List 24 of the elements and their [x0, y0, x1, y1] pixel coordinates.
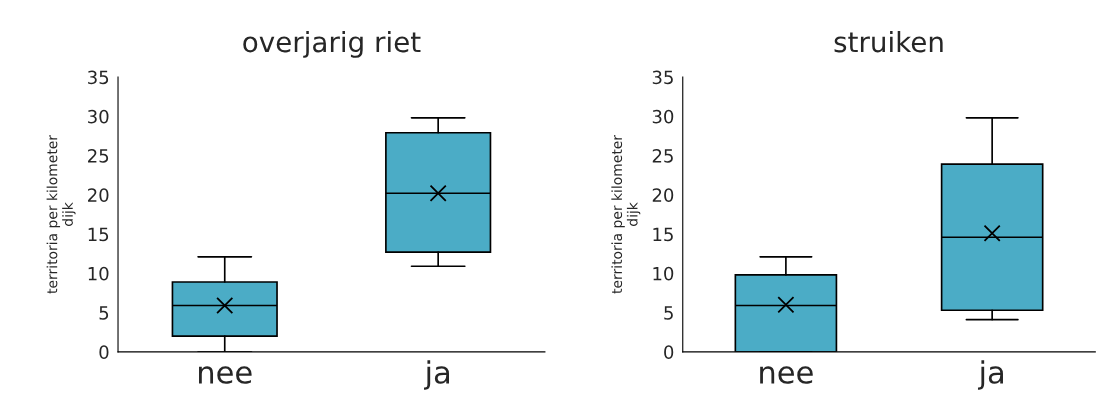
y-tick-label: 15 [653, 227, 673, 242]
y-tick-label: 35 [652, 70, 673, 85]
y-tick-label: 30 [652, 109, 674, 124]
y-tick-label: 25 [88, 149, 109, 163]
y-tick-label: 20 [652, 188, 674, 202]
x-tick-label: ja [977, 360, 1003, 390]
y-tick-label: 5 [99, 306, 109, 320]
y-tick-label: 10 [88, 266, 109, 281]
y-axis-title: territoria per kilometer dijk [46, 134, 76, 294]
x-tick-label: nee [760, 366, 813, 384]
y-tick-label: 5 [664, 306, 673, 320]
y-tick-label: 0 [664, 345, 674, 359]
x-tick-label: nee [199, 366, 252, 384]
y-tick-label: 20 [88, 188, 109, 202]
y-tick-label: 25 [652, 149, 673, 163]
y-tick-label: 10 [653, 266, 674, 281]
chart-title: struiken [834, 30, 943, 53]
y-tick-label: 30 [88, 109, 109, 124]
y-axis-title: territoria per kilometer dijk [611, 134, 641, 294]
y-tick-label: 35 [88, 70, 109, 85]
y-tick-label: 15 [88, 227, 109, 242]
y-tick-label: 0 [99, 345, 109, 359]
chart-title: overjarig riet [243, 30, 421, 58]
x-tick-label: ja [424, 360, 449, 390]
